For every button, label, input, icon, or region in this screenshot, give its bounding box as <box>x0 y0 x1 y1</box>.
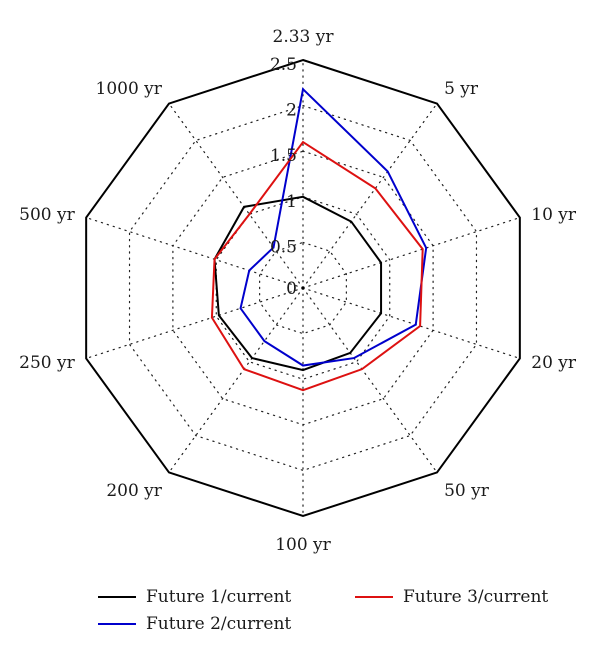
series-line-2 <box>239 87 428 367</box>
grid-spoke-7 <box>85 287 304 360</box>
grid-ring-2 <box>215 196 391 380</box>
grid-spoke-9 <box>168 102 304 289</box>
category-label: 2.33 yr <box>273 27 335 47</box>
grid-spoke-4 <box>302 287 438 474</box>
grid-ring-4 <box>128 104 478 472</box>
radial-tick-label: 1 <box>286 192 297 212</box>
radar-labels: 0 0.5 1 1.5 2 2.5 2.33 yr 5 yr 10 yr 20 yr 50 yr 10… <box>19 27 577 555</box>
category-label: 100 yr <box>275 535 331 555</box>
category-label: 1000 yr <box>96 79 163 99</box>
category-label: 20 yr <box>531 353 577 373</box>
category-label: 10 yr <box>531 205 577 225</box>
radar-series <box>210 87 428 392</box>
category-label: 5 yr <box>444 79 479 99</box>
grid-spoke-3 <box>302 287 521 360</box>
center-dot <box>301 286 305 290</box>
grid-spoke-1 <box>302 102 438 289</box>
series-line-1 <box>213 195 383 372</box>
series-line-3 <box>210 140 424 392</box>
radial-tick-label: 2.5 <box>270 55 297 75</box>
grid-spoke-8 <box>85 216 304 289</box>
radial-tick-label: 1.5 <box>270 146 297 166</box>
radial-tick-label: 0.5 <box>270 237 297 257</box>
category-label: 50 yr <box>444 481 490 501</box>
grid-outer-ring <box>85 58 521 518</box>
category-label: 200 yr <box>106 481 162 501</box>
radial-tick-label: 0 <box>286 279 297 299</box>
radar-grid <box>85 58 521 518</box>
category-label: 250 yr <box>19 353 75 373</box>
category-label: 500 yr <box>19 205 75 225</box>
grid-spoke-2 <box>302 216 521 289</box>
radial-tick-label: 2 <box>286 101 297 121</box>
grid-spoke-6 <box>168 287 304 474</box>
